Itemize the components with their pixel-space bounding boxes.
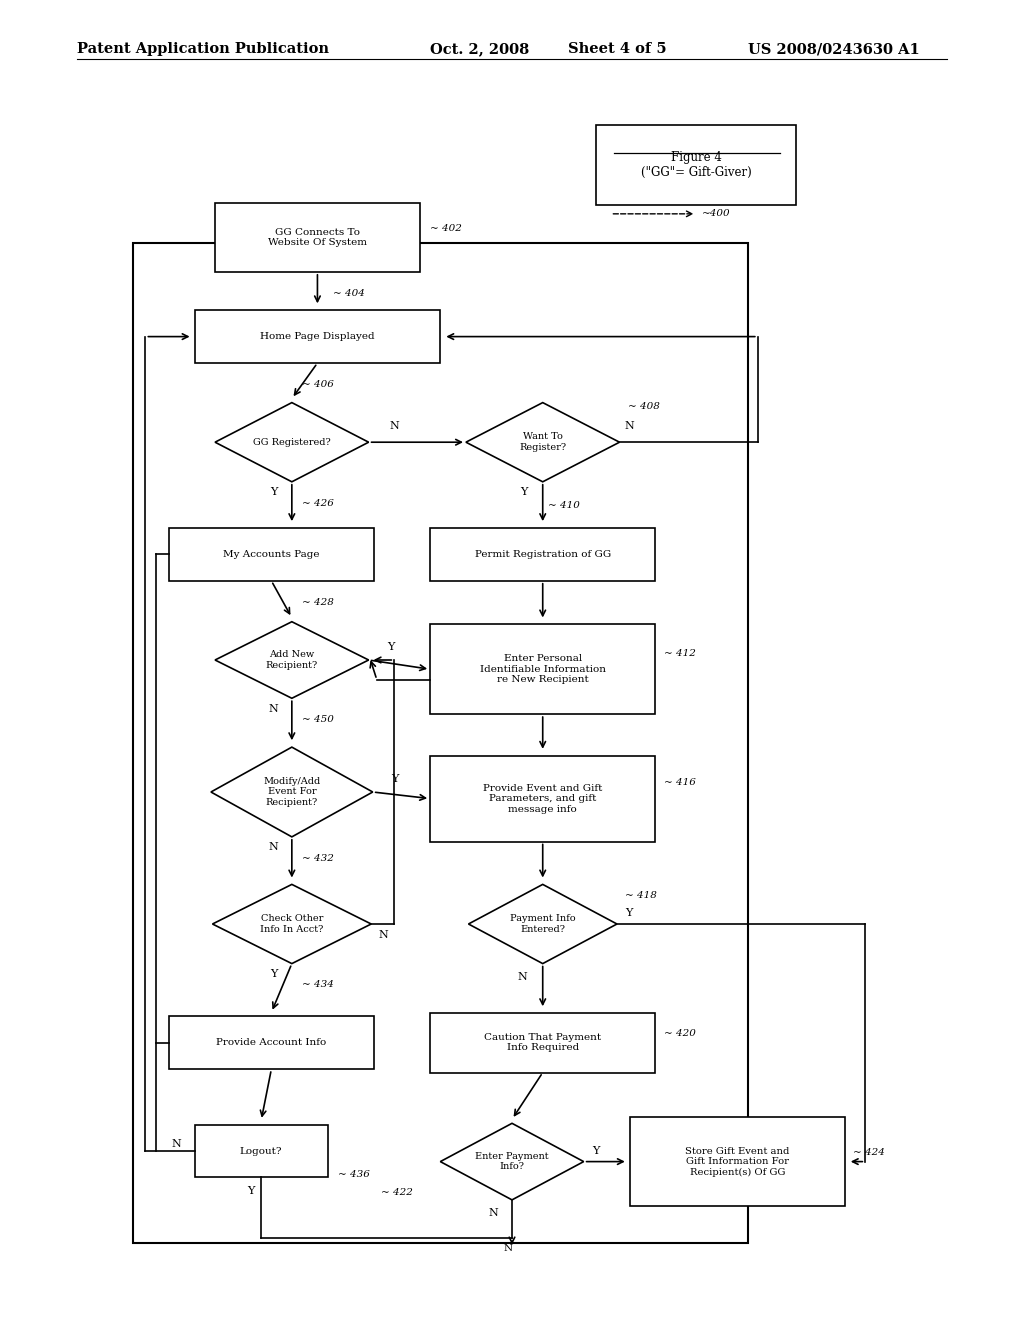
Text: ~ 434: ~ 434 [302,981,334,990]
Text: ~ 418: ~ 418 [625,891,657,900]
FancyBboxPatch shape [596,125,797,205]
Text: N: N [389,421,399,432]
Text: Patent Application Publication: Patent Application Publication [77,42,329,57]
FancyBboxPatch shape [195,310,440,363]
Text: ~ 436: ~ 436 [338,1171,370,1180]
Polygon shape [212,884,371,964]
Text: Provide Event and Gift
Parameters, and gift
message info: Provide Event and Gift Parameters, and g… [483,784,602,813]
Text: Y: Y [592,1146,600,1156]
Text: ~ 406: ~ 406 [302,380,334,389]
Text: Y: Y [269,487,278,498]
Text: Y: Y [520,487,528,498]
Text: ~ 450: ~ 450 [302,715,334,725]
Text: GG Connects To
Website Of System: GG Connects To Website Of System [268,228,367,247]
Text: US 2008/0243630 A1: US 2008/0243630 A1 [748,42,920,57]
Text: Caution That Payment
Info Required: Caution That Payment Info Required [484,1034,601,1052]
Text: My Accounts Page: My Accounts Page [223,550,319,558]
Polygon shape [469,884,616,964]
FancyBboxPatch shape [430,624,655,714]
Text: ~ 422: ~ 422 [381,1188,413,1197]
Text: ~ 404: ~ 404 [333,289,365,298]
Text: Provide Account Info: Provide Account Info [216,1039,327,1047]
Text: Want To
Register?: Want To Register? [519,433,566,451]
Text: N: N [517,972,527,982]
Text: Add New
Recipient?: Add New Recipient? [265,651,318,669]
Text: ~ 424: ~ 424 [853,1148,885,1158]
Text: N: N [268,842,279,853]
Text: Figure 4
("GG"= Gift-Giver): Figure 4 ("GG"= Gift-Giver) [641,150,752,180]
Text: GG Registered?: GG Registered? [253,438,331,446]
Text: N: N [625,421,635,432]
Text: N: N [504,1245,513,1254]
FancyBboxPatch shape [169,1016,374,1069]
Text: N: N [488,1208,499,1218]
Text: Home Page Displayed: Home Page Displayed [260,333,375,341]
Text: Enter Payment
Info?: Enter Payment Info? [475,1152,549,1171]
FancyBboxPatch shape [630,1117,845,1206]
FancyBboxPatch shape [195,1125,328,1177]
FancyBboxPatch shape [430,528,655,581]
Text: ~ 420: ~ 420 [664,1030,695,1039]
Text: Payment Info
Entered?: Payment Info Entered? [510,915,575,933]
Text: Permit Registration of GG: Permit Registration of GG [474,550,611,558]
Text: ~ 410: ~ 410 [548,502,580,511]
Text: Y: Y [626,908,633,919]
Text: ~ 408: ~ 408 [628,403,659,412]
FancyBboxPatch shape [430,1014,655,1072]
Text: Y: Y [247,1185,255,1196]
FancyBboxPatch shape [169,528,374,581]
Text: Check Other
Info In Acct?: Check Other Info In Acct? [260,915,324,933]
Text: Sheet 4 of 5: Sheet 4 of 5 [568,42,667,57]
Text: ~ 416: ~ 416 [664,779,695,788]
Text: Store Gift Event and
Gift Information For
Recipient(s) Of GG: Store Gift Event and Gift Information Fo… [685,1147,790,1176]
Text: Y: Y [387,642,395,652]
Text: ~ 432: ~ 432 [302,854,334,863]
Text: Modify/Add
Event For
Recipient?: Modify/Add Event For Recipient? [263,777,321,807]
FancyBboxPatch shape [215,203,420,272]
Text: ~ 426: ~ 426 [302,499,334,508]
Text: ~ 402: ~ 402 [430,224,462,234]
Text: Oct. 2, 2008: Oct. 2, 2008 [430,42,529,57]
Polygon shape [215,403,369,482]
Text: N: N [268,704,279,714]
Text: ~ 412: ~ 412 [664,649,695,659]
Polygon shape [211,747,373,837]
Text: N: N [171,1139,181,1150]
Text: Y: Y [269,969,278,979]
Text: Logout?: Logout? [240,1147,283,1155]
Text: Enter Personal
Identifiable Information
re New Recipient: Enter Personal Identifiable Information … [479,655,606,684]
Text: ~400: ~400 [701,210,730,219]
Text: Y: Y [391,774,399,784]
Polygon shape [466,403,620,482]
Text: ~ 428: ~ 428 [302,598,334,607]
Polygon shape [440,1123,584,1200]
Polygon shape [215,622,369,698]
FancyBboxPatch shape [430,755,655,842]
Text: N: N [379,929,388,940]
